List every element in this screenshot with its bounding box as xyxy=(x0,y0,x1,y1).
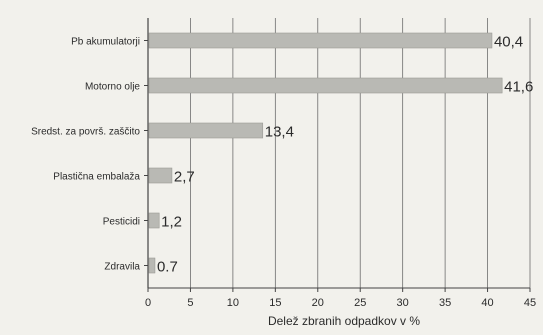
value-label: 1,2 xyxy=(161,214,182,231)
category-label: Zdravila xyxy=(104,262,140,273)
x-tick-label: 20 xyxy=(312,297,324,309)
x-tick-label: 40 xyxy=(481,297,493,309)
grid-lines xyxy=(190,18,531,288)
bar xyxy=(148,212,160,229)
value-label: 0.7 xyxy=(157,259,178,276)
x-tick-label: 10 xyxy=(227,297,239,309)
bar xyxy=(148,32,493,49)
category-label: Pb akumulatorji xyxy=(71,37,140,48)
bar xyxy=(148,167,173,184)
category-label: Sredst. za površ. zaščito xyxy=(31,127,140,138)
x-tick-label: 30 xyxy=(397,297,409,309)
category-label: Motorno olje xyxy=(85,82,140,93)
x-tick-label: 0 xyxy=(145,297,151,309)
axes xyxy=(144,18,531,292)
value-label: 13,4 xyxy=(265,124,294,141)
value-label: 2,7 xyxy=(174,169,195,186)
category-label: Pesticidi xyxy=(103,217,140,228)
value-label: 40,4 xyxy=(494,34,523,51)
value-label: 41,6 xyxy=(504,79,533,96)
x-tick-label: 45 xyxy=(524,297,536,309)
labels: 0 5 10 15 20 25 30 35 40 45 Pb akumulatorji 40,4 Mot… xyxy=(31,34,536,310)
x-tick-label: 25 xyxy=(354,297,366,309)
x-tick-label: 35 xyxy=(439,297,451,309)
bar xyxy=(148,77,503,94)
bar xyxy=(148,257,156,274)
bars xyxy=(148,32,503,274)
x-tick-label: 5 xyxy=(187,297,193,309)
x-tick-label: 15 xyxy=(269,297,281,309)
x-axis-title: Delež zbranih odpadkov v % xyxy=(268,314,420,328)
bar xyxy=(148,122,264,139)
category-label: Plastična embalaža xyxy=(53,172,140,183)
